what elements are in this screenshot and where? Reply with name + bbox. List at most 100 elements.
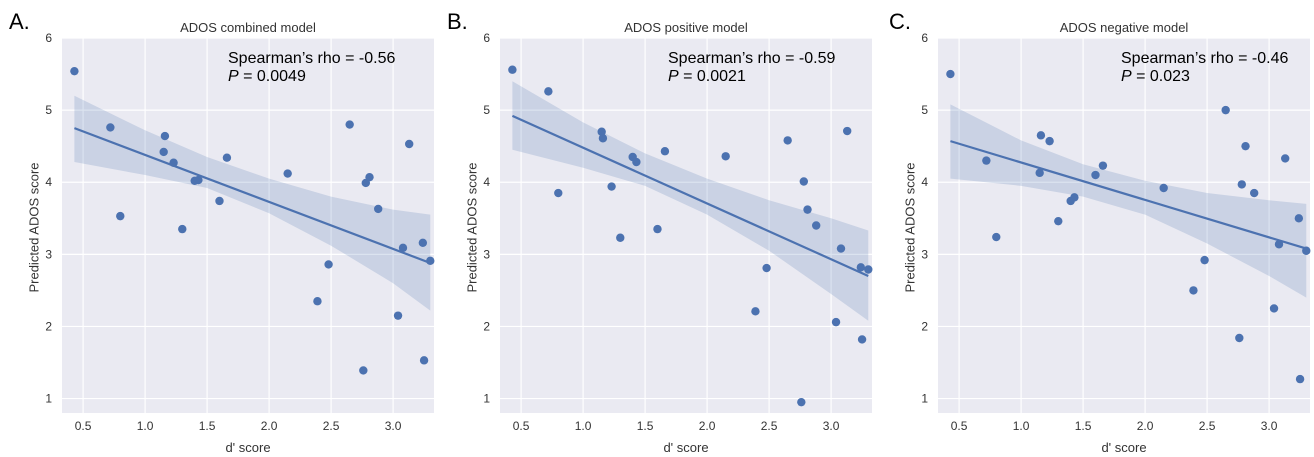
chart-panel-negative: 0.5 1.0 1.5 2.0 2.5 3.0 1 2 3 4 5 6 C. ADOS negativ… xyxy=(876,0,1314,457)
data-point xyxy=(419,356,429,365)
data-point xyxy=(116,211,125,221)
data-point xyxy=(1091,170,1100,180)
data-point xyxy=(812,221,821,230)
p-symbol: P xyxy=(1121,68,1132,85)
data-point xyxy=(803,205,812,214)
data-point xyxy=(178,224,187,234)
y-tick-label: 6 xyxy=(45,31,52,45)
x-tick-label: 0.5 xyxy=(951,419,968,433)
data-point xyxy=(1036,131,1046,140)
p-symbol: P xyxy=(668,68,679,85)
data-point xyxy=(365,172,374,182)
y-tick-label: 4 xyxy=(45,175,52,189)
data-point xyxy=(653,224,662,234)
y-axis-label: Predicted ADOS score xyxy=(26,162,42,293)
data-point xyxy=(982,156,991,165)
x-tick-label: 2.0 xyxy=(699,419,716,433)
plot-background xyxy=(938,38,1310,413)
x-tick-label: 2.5 xyxy=(323,419,340,433)
y-tick-label: 2 xyxy=(483,319,490,333)
chart-panel-positive: 0.5 1.0 1.5 2.0 2.5 3.0 1 2 3 4 5 6 B. ADOS positiv… xyxy=(438,0,876,457)
y-tick-label: 1 xyxy=(921,392,928,406)
data-point xyxy=(169,158,178,167)
y-tick-label: 5 xyxy=(483,103,490,117)
regression-line xyxy=(74,127,431,265)
x-tick-label: 2.5 xyxy=(761,419,778,433)
chart-title: ADOS combined model xyxy=(180,20,316,35)
y-tick-label: 4 xyxy=(483,175,490,189)
x-tick-label: 2.0 xyxy=(261,419,278,433)
y-tick-label: 3 xyxy=(921,247,928,261)
p-value-text: P = 0.0049 xyxy=(228,68,306,86)
data-point xyxy=(797,397,806,407)
data-point xyxy=(660,147,670,156)
panel-letter: A. xyxy=(9,9,30,34)
data-point xyxy=(194,175,203,185)
p-value: = 0.023 xyxy=(1131,68,1190,85)
y-tick-label: 6 xyxy=(921,31,928,45)
regression-line xyxy=(511,114,869,277)
y-axis-label: Predicted ADOS score xyxy=(902,162,918,293)
data-point xyxy=(762,263,771,273)
scatter-plot: 0.5 1.0 1.5 2.0 2.5 3.0 1 2 3 4 5 6 xyxy=(921,31,1311,433)
data-point xyxy=(1281,154,1290,163)
data-point xyxy=(1295,374,1305,384)
p-value: = 0.0049 xyxy=(238,68,306,85)
panel-letter: B. xyxy=(447,9,468,34)
x-tick-label: 1.5 xyxy=(637,419,654,433)
p-value-text: P = 0.0021 xyxy=(668,68,746,86)
chart-title: ADOS positive model xyxy=(624,20,748,35)
x-tick-label: 3.0 xyxy=(1261,419,1278,433)
spearman-rho-text: Spearman’s rho = -0.59 xyxy=(668,50,836,67)
x-axis-label: d' score xyxy=(663,440,709,455)
data-point xyxy=(215,196,224,206)
data-point xyxy=(856,263,866,272)
data-point xyxy=(1045,136,1054,146)
data-point xyxy=(554,188,563,198)
data-point xyxy=(1221,105,1230,115)
x-tick-label: 3.0 xyxy=(385,419,402,433)
x-tick-label: 2.0 xyxy=(1137,419,1154,433)
data-point xyxy=(508,65,517,74)
chart-panel-combined: 0.5 1.0 1.5 2.0 2.5 3.0 1 2 3 4 5 6 A. ADOS combine… xyxy=(0,0,438,457)
data-point xyxy=(324,260,333,269)
data-point xyxy=(418,238,428,248)
data-point xyxy=(160,131,170,141)
data-point xyxy=(1235,333,1244,343)
y-axis-label: Predicted ADOS score xyxy=(464,162,480,293)
p-value-text: P = 0.023 xyxy=(1121,68,1190,86)
data-point xyxy=(313,297,322,306)
p-symbol: P xyxy=(228,68,239,85)
data-point xyxy=(544,87,553,96)
panel-letter: C. xyxy=(889,9,911,34)
scatter-plot: 0.5 1.0 1.5 2.0 2.5 3.0 1 2 3 4 5 6 xyxy=(483,31,873,433)
data-point xyxy=(159,147,168,157)
data-point xyxy=(1269,304,1279,313)
x-tick-label: 1.5 xyxy=(1075,419,1092,433)
data-point xyxy=(992,232,1001,242)
data-point xyxy=(783,136,792,145)
data-point xyxy=(597,127,606,136)
data-point xyxy=(222,153,232,162)
y-tick-label: 3 xyxy=(45,247,52,261)
data-point xyxy=(70,66,79,76)
confidence-band xyxy=(950,104,1307,298)
data-point xyxy=(1098,161,1108,170)
y-tick-label: 5 xyxy=(921,103,928,117)
data-point xyxy=(283,169,292,178)
data-point xyxy=(393,311,403,320)
x-tick-label: 0.5 xyxy=(513,419,530,433)
y-tick-label: 1 xyxy=(45,392,52,406)
data-point xyxy=(106,123,115,132)
scatter-plot: 0.5 1.0 1.5 2.0 2.5 3.0 1 2 3 4 5 6 xyxy=(45,31,435,433)
x-axis-label: d' score xyxy=(1101,440,1147,455)
y-tick-label: 2 xyxy=(921,319,928,333)
y-tick-label: 2 xyxy=(45,319,52,333)
data-point xyxy=(632,157,641,167)
y-tick-label: 3 xyxy=(483,247,490,261)
data-point xyxy=(1250,188,1259,198)
x-tick-label: 3.0 xyxy=(823,419,840,433)
y-tick-label: 5 xyxy=(45,103,52,117)
y-tick-label: 6 xyxy=(483,31,490,45)
x-axis-label: d' score xyxy=(225,440,271,455)
